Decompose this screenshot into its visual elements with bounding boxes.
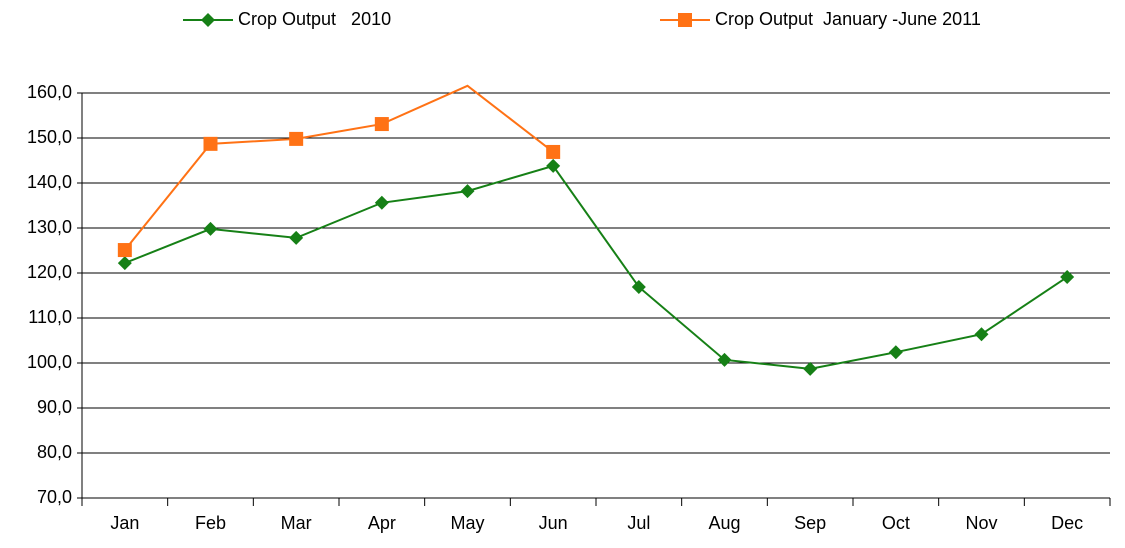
x-tick-label: Oct: [882, 513, 910, 533]
marker: [678, 13, 692, 27]
series-line: [124, 84, 554, 251]
x-tick-label: Aug: [708, 513, 740, 533]
marker: [974, 327, 989, 342]
marker: [546, 158, 561, 173]
x-tick-label: Sep: [794, 513, 826, 533]
x-tick-label: May: [450, 513, 484, 533]
marker: [631, 279, 646, 294]
y-tick-label: 100,0: [27, 352, 72, 372]
x-tick-label: Apr: [368, 513, 396, 533]
marker: [374, 117, 389, 132]
y-tick-label: 80,0: [37, 442, 72, 462]
y-tick-label: 150,0: [27, 127, 72, 147]
marker: [289, 230, 304, 245]
marker: [203, 136, 218, 151]
marker: [117, 256, 132, 271]
marker: [374, 195, 389, 210]
y-tick-label: 110,0: [28, 307, 72, 327]
marker: [803, 361, 818, 376]
y-tick-label: 130,0: [27, 217, 72, 237]
y-tick-label: 140,0: [27, 172, 72, 192]
marker: [289, 131, 304, 146]
x-tick-label: Jul: [627, 513, 650, 533]
y-tick-label: 120,0: [27, 262, 72, 282]
y-tick-label: 160,0: [27, 82, 72, 102]
x-tick-label: Dec: [1051, 513, 1083, 533]
marker: [203, 221, 218, 236]
legend-label: Crop Output 2010: [238, 9, 391, 29]
marker: [546, 144, 561, 159]
marker: [201, 13, 215, 27]
x-tick-label: Nov: [965, 513, 997, 533]
marker: [1060, 270, 1075, 285]
x-tick-label: Mar: [281, 513, 312, 533]
legend-label: Crop Output January -June 2011: [715, 9, 981, 29]
marker: [460, 184, 475, 199]
marker: [717, 352, 732, 367]
x-tick-label: Jun: [539, 513, 568, 533]
y-tick-label: 70,0: [37, 487, 72, 507]
x-tick-label: Jan: [110, 513, 139, 533]
x-tick-label: Feb: [195, 513, 226, 533]
marker: [888, 345, 903, 360]
marker: [117, 243, 132, 258]
series-line: [124, 164, 1068, 370]
y-tick-label: 90,0: [37, 397, 72, 417]
